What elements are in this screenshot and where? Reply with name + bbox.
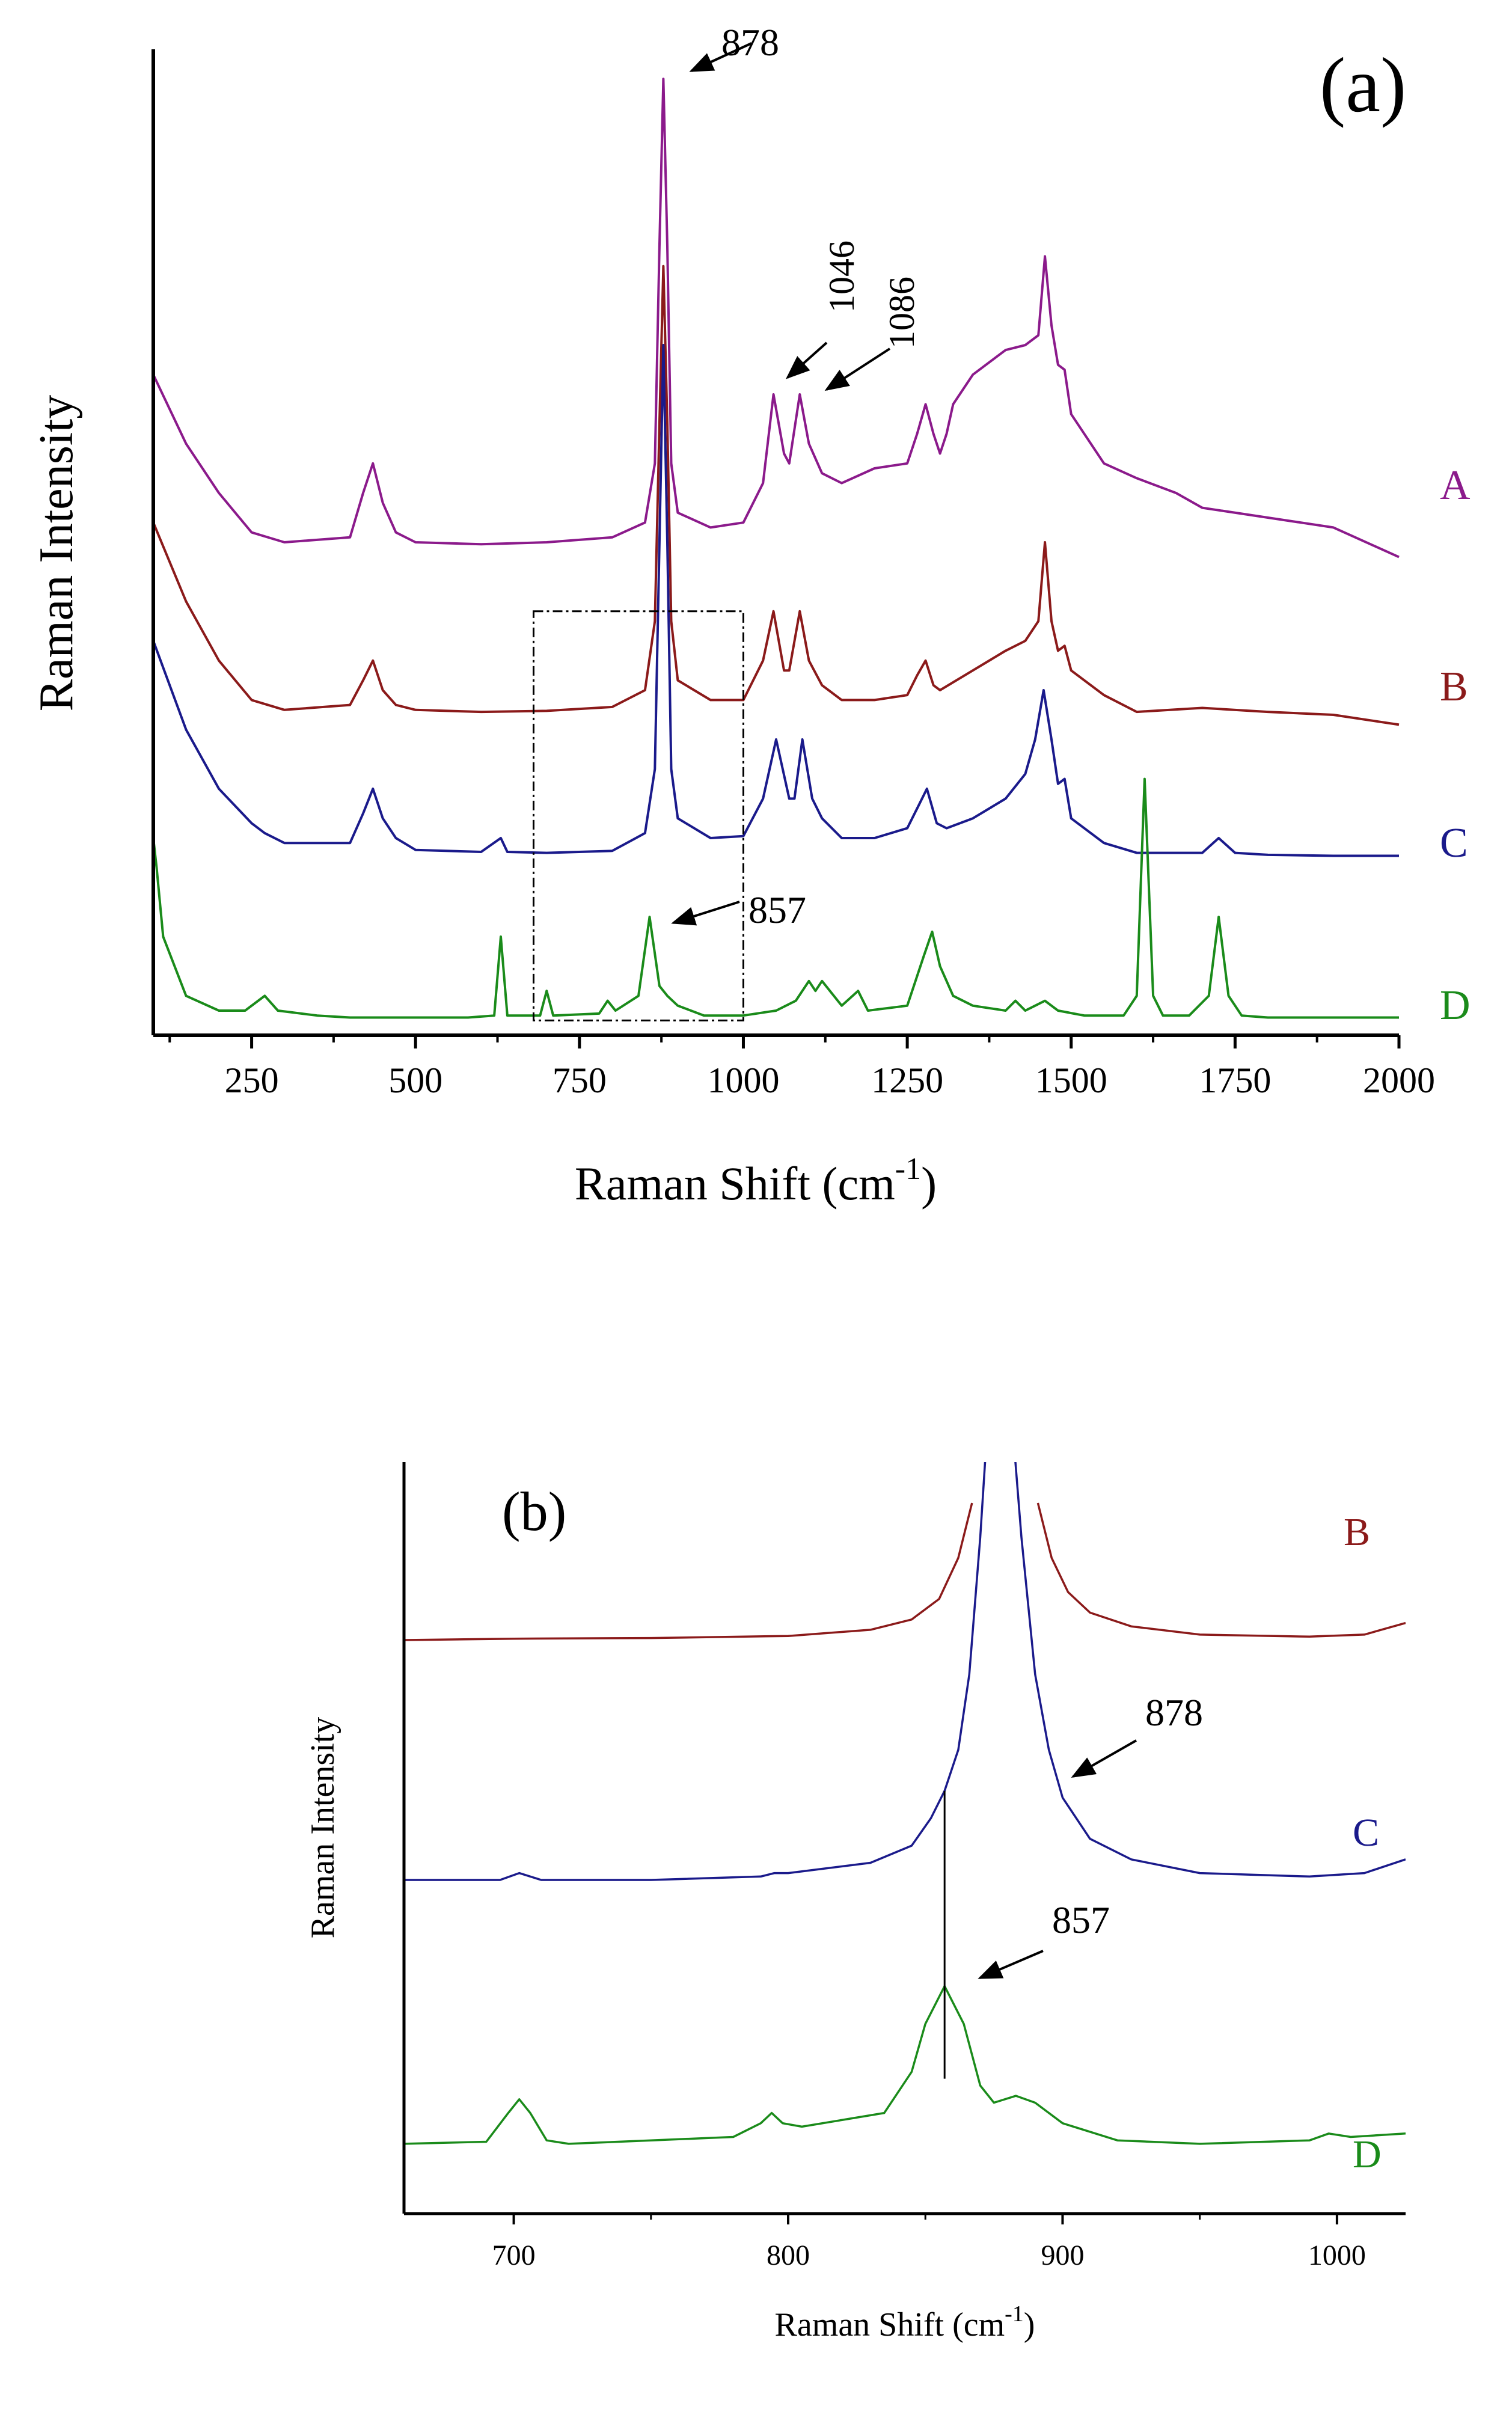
- series-line-d: [152, 777, 1399, 1019]
- annotation-878-a: 878: [721, 21, 779, 64]
- annotation-1086: 1086: [882, 277, 922, 349]
- panel-b-y-axis-title: Raman Intensity: [304, 1717, 341, 1939]
- arrow-857-b: [978, 1950, 1044, 1979]
- panel-b: (b) 700 800 900 1000 Raman Shift (cm-1) Ram…: [304, 1462, 1406, 2343]
- panel-a: (a) 250 500 750 1000 1250 1500 1750 2000 Raman …: [30, 21, 1471, 1210]
- x-tick-label: 1000: [707, 1061, 779, 1100]
- annotation-857-b: 857: [1052, 1899, 1110, 1941]
- panel-b-x-axis-title: Raman Shift (cm-1): [775, 2301, 1035, 2343]
- arrow-1086: [824, 347, 891, 391]
- x-tick-label: 250: [225, 1061, 279, 1100]
- x-tick-label: 2000: [1363, 1061, 1435, 1100]
- panel-b-series-label-d: D: [1353, 2132, 1382, 2176]
- x-tick-label: 800: [767, 2239, 810, 2271]
- panel-b-x-ticks: 700 800 900 1000: [492, 2214, 1366, 2271]
- panel-a-x-ticks: 250 500 750 1000 1250 1500 1750 2000: [168, 1035, 1435, 1100]
- panel-a-plot-area: [152, 78, 1400, 1021]
- annotation-878-b: 878: [1145, 1691, 1203, 1734]
- zoom-region-box: [533, 610, 744, 1021]
- arrow-878-a: [689, 42, 752, 72]
- x-tick-label: 500: [388, 1061, 442, 1100]
- series-label-c: C: [1440, 820, 1468, 866]
- series-line-a: [152, 78, 1400, 559]
- x-tick-label: 1250: [871, 1061, 943, 1100]
- panel-b-plot-area: [404, 1462, 1406, 2145]
- arrow-1046: [786, 341, 828, 379]
- panel-b-series-group: [404, 1462, 1406, 2145]
- x-tick-label: 700: [492, 2239, 536, 2271]
- panel-a-x-axis-title: Raman Shift (cm-1): [575, 1152, 937, 1210]
- panel-b-series-line-b: [404, 1502, 973, 1641]
- panel-a-label: (a): [1320, 42, 1406, 129]
- x-tick-label: 1750: [1199, 1061, 1271, 1100]
- series-line-b: [152, 265, 1400, 726]
- annotation-857-a: 857: [748, 889, 806, 931]
- series-label-b: B: [1440, 664, 1468, 710]
- x-tick-label: 1000: [1308, 2239, 1366, 2271]
- arrow-878-b: [1071, 1739, 1137, 1778]
- panel-b-series-line-b-right: [1036, 1502, 1406, 1638]
- panel-b-series-label-b: B: [1344, 1510, 1370, 1554]
- x-tick-label: 750: [552, 1061, 607, 1100]
- panel-b-series-line-d: [404, 1985, 1406, 2145]
- x-tick-label: 900: [1041, 2239, 1084, 2271]
- panel-b-series-label-c: C: [1353, 1811, 1379, 1855]
- annotation-1046: 1046: [822, 240, 862, 313]
- series-label-d: D: [1440, 982, 1471, 1029]
- panel-b-label: (b): [502, 1481, 566, 1542]
- x-tick-label: 1500: [1035, 1061, 1107, 1100]
- panel-b-series-line-c: [404, 1462, 1406, 1881]
- series-label-a: A: [1440, 462, 1471, 509]
- panel-a-y-axis-title: Raman Intensity: [30, 395, 83, 712]
- series-line-c: [152, 344, 1399, 857]
- arrow-857-a: [671, 901, 740, 926]
